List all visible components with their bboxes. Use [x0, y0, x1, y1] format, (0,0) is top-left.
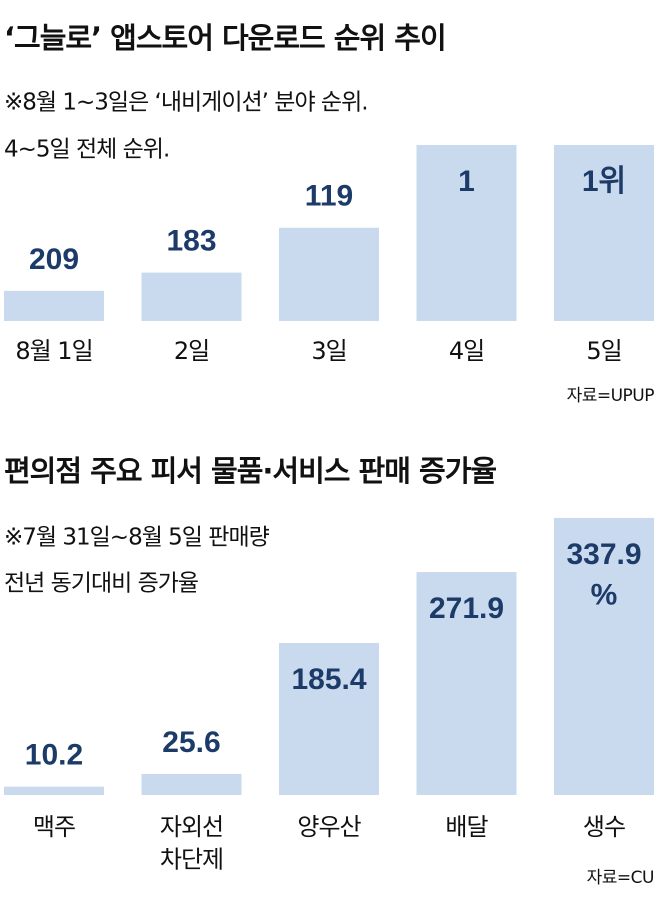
value-label: 1 — [458, 165, 475, 198]
bar — [416, 572, 517, 795]
category-label: 생수 — [583, 813, 625, 841]
value-label: 185.4 — [291, 663, 366, 696]
value-label: 337.9% — [566, 538, 641, 612]
category-label: 8월 1일 — [15, 337, 92, 365]
category-label: 3일 — [311, 337, 346, 365]
category-label: 양우산 — [297, 813, 361, 841]
category-label: 2일 — [174, 337, 209, 365]
category-label: 자외선 차단제 — [160, 813, 223, 873]
subtitle: ※8월 1~3일은 ‘내비게이션’ 분야 순위. — [4, 90, 368, 116]
value-label: 1위 — [582, 165, 626, 198]
subtitle: ※7월 31일~8월 5일 판매량 — [4, 525, 270, 551]
source: 자료=UPUP — [567, 386, 655, 406]
value-label: 209 — [29, 243, 79, 276]
bar — [279, 227, 379, 321]
source: 자료=CU — [587, 868, 654, 888]
value-label: 271.9 — [429, 592, 504, 625]
chart-title: ‘그늘로’ 앱스토어 다운로드 순위 추이 — [4, 21, 446, 55]
category-label: 배달 — [445, 813, 488, 841]
category-label: 4일 — [449, 337, 484, 365]
bar — [416, 145, 517, 321]
value-label: 119 — [305, 180, 353, 213]
bar — [141, 774, 242, 795]
chart-title: 편의점 주요 피서 물품·서비스 판매 증가율 — [4, 454, 496, 488]
bar — [4, 290, 104, 321]
bar — [141, 272, 242, 321]
category-label: 맥주 — [33, 813, 75, 841]
subtitle: 4~5일 전체 순위. — [4, 137, 169, 163]
bar — [554, 145, 654, 321]
category-label: 5일 — [586, 337, 621, 365]
value-label: 10.2 — [25, 739, 83, 772]
value-label: 25.6 — [162, 726, 220, 759]
bar — [279, 642, 379, 795]
bar — [554, 517, 654, 795]
subtitle: 전년 동기대비 증가율 — [4, 571, 198, 597]
value-label: 183 — [166, 225, 216, 258]
bar — [4, 786, 104, 795]
